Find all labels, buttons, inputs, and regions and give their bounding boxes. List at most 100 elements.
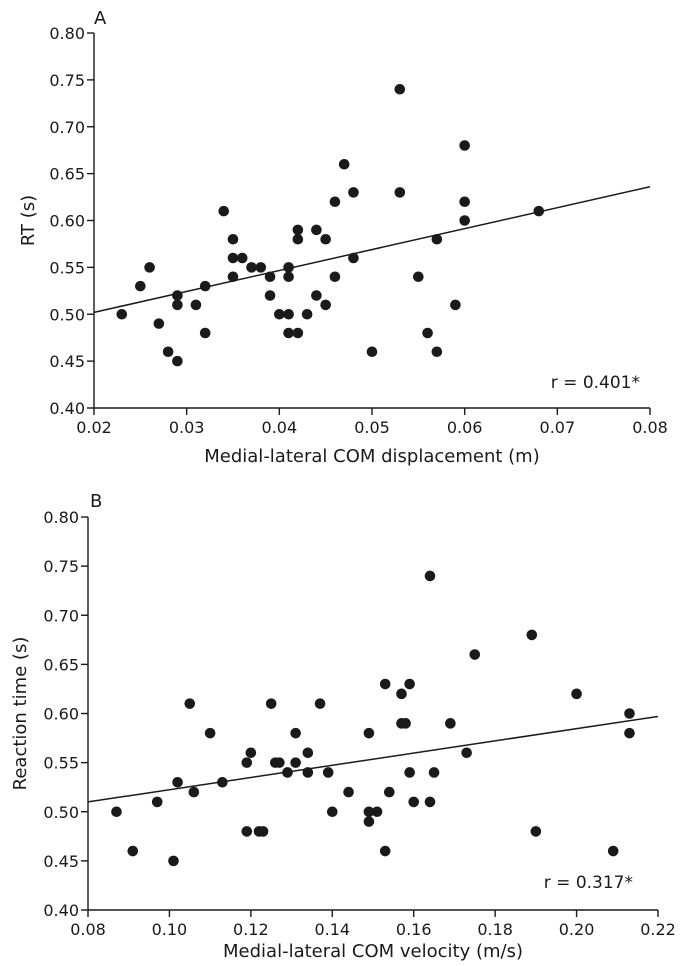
data-point [624, 727, 635, 739]
data-point [255, 262, 267, 273]
data-point [162, 346, 174, 358]
data-point [329, 196, 341, 208]
data-point [301, 308, 313, 320]
data-point [450, 299, 461, 311]
data-point [311, 290, 322, 301]
data-point [320, 233, 331, 245]
y-tick-label: 0.45 [49, 352, 85, 371]
data-point [127, 845, 139, 857]
correlation-label: r = 0.317* [544, 873, 633, 893]
data-point [431, 233, 443, 245]
data-point [348, 187, 359, 198]
data-point [283, 271, 294, 283]
data-point [274, 308, 285, 320]
data-point [379, 845, 391, 857]
data-point [459, 140, 470, 151]
data-point [571, 688, 582, 700]
data-point [396, 688, 407, 700]
data-point [413, 271, 424, 283]
x-tick-label: 0.12 [233, 920, 269, 939]
data-point [184, 698, 196, 709]
data-point [227, 271, 239, 283]
correlation-label: r = 0.401* [551, 373, 640, 393]
data-point [292, 224, 304, 236]
data-point [326, 806, 338, 818]
chart-panel-b: 0.40 0.45 0.50 0.55 0.60 0.65 0.70 0.75 0.80 0.08… [10, 491, 676, 962]
data-point [383, 786, 395, 798]
data-point [172, 776, 183, 788]
y-tick-label: 0.50 [43, 803, 79, 822]
data-point [314, 698, 326, 709]
data-point [274, 757, 285, 768]
data-point [199, 327, 211, 339]
data-point [526, 629, 538, 641]
data-point [394, 83, 406, 95]
data-point [379, 678, 391, 690]
regression-line [93, 186, 651, 314]
data-point [607, 845, 619, 857]
x-tick-label: 0.08 [632, 418, 668, 437]
data-point [363, 806, 375, 818]
y-tick-label: 0.60 [43, 705, 79, 724]
data-point [459, 215, 470, 226]
regression-line [87, 715, 659, 803]
data-point [302, 747, 314, 759]
data-point [282, 767, 293, 778]
data-point [218, 205, 230, 217]
y-tick-label: 0.60 [49, 212, 85, 231]
x-tick-label: 0.14 [314, 920, 350, 939]
data-point [363, 727, 375, 739]
chart-panel-a: 0.40 0.45 0.50 0.55 0.60 0.65 0.70 0.75 0.80 0.02… [18, 8, 668, 467]
x-tick-label: 0.02 [76, 418, 112, 437]
data-point [533, 205, 545, 217]
y-tick-label: 0.80 [43, 508, 79, 527]
y-tick-label: 0.45 [43, 852, 79, 871]
y-tick-label: 0.40 [43, 901, 79, 920]
data-point [111, 806, 122, 818]
data-point [264, 290, 276, 301]
x-tick-label: 0.08 [70, 920, 106, 939]
x-tick-label: 0.05 [354, 418, 390, 437]
panel-label: B [90, 491, 102, 512]
data-point [168, 855, 179, 867]
y-tick-label: 0.55 [49, 258, 85, 277]
data-point [151, 796, 163, 808]
data-point [199, 280, 211, 292]
x-axis-title: Medial-lateral COM velocity (m/s) [223, 941, 523, 962]
y-tick-label: 0.50 [49, 305, 85, 324]
data-point [400, 718, 411, 729]
data-point [217, 776, 228, 788]
data-point [371, 806, 383, 818]
data-point [329, 271, 341, 283]
data-point [283, 308, 294, 320]
data-point [404, 767, 415, 778]
x-tick-label: 0.10 [152, 920, 188, 939]
y-tick-label: 0.75 [49, 71, 85, 90]
y-tick-label: 0.40 [49, 399, 85, 418]
data-point [363, 816, 375, 827]
y-axis-title: Reaction time (s) [10, 637, 31, 791]
data-point [469, 649, 481, 660]
data-point [394, 187, 406, 198]
data-point [624, 708, 635, 719]
data-point [348, 252, 359, 264]
data-point [292, 327, 304, 339]
y-tick-label: 0.80 [49, 24, 85, 43]
data-point [227, 252, 239, 264]
data-point [204, 727, 216, 739]
data-point [190, 299, 202, 311]
data-point [153, 318, 165, 329]
data-point [338, 158, 350, 170]
data-point [366, 346, 378, 358]
data-point [135, 280, 146, 292]
data-point [172, 355, 183, 367]
y-tick-label: 0.65 [43, 655, 79, 674]
data-point [283, 327, 294, 339]
x-tick-label: 0.04 [262, 418, 298, 437]
data-point [227, 233, 239, 245]
data-point [257, 826, 269, 837]
data-point [408, 796, 420, 808]
data-point [343, 786, 354, 798]
data-point [290, 757, 301, 768]
data-point [424, 570, 436, 582]
